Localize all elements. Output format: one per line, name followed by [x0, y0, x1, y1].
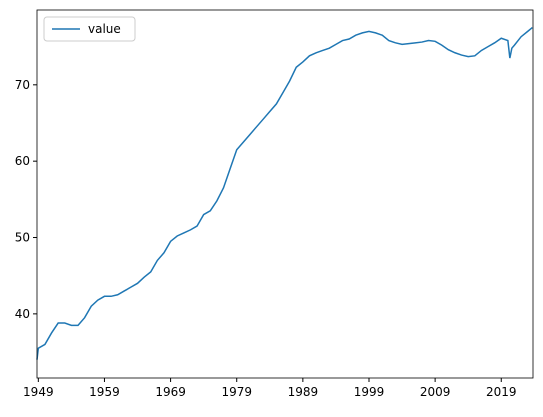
y-tick-label: 60: [15, 154, 30, 168]
x-tick-label: 1979: [221, 385, 252, 399]
x-tick-label: 1949: [23, 385, 54, 399]
x-tick-label: 2009: [420, 385, 451, 399]
x-tick-label: 1959: [89, 385, 120, 399]
y-tick-label: 50: [15, 231, 30, 245]
x-tick-label: 1999: [354, 385, 385, 399]
axes-frame: [36, 9, 534, 379]
legend-label: value: [88, 22, 121, 36]
x-tick-label: 1989: [288, 385, 319, 399]
data-line: [36, 26, 533, 360]
legend-box: [43, 16, 136, 42]
y-tick-label: 70: [15, 78, 30, 92]
y-tick-label: 40: [15, 307, 30, 321]
x-tick-label: 2019: [486, 385, 517, 399]
x-tick-label: 1969: [155, 385, 186, 399]
